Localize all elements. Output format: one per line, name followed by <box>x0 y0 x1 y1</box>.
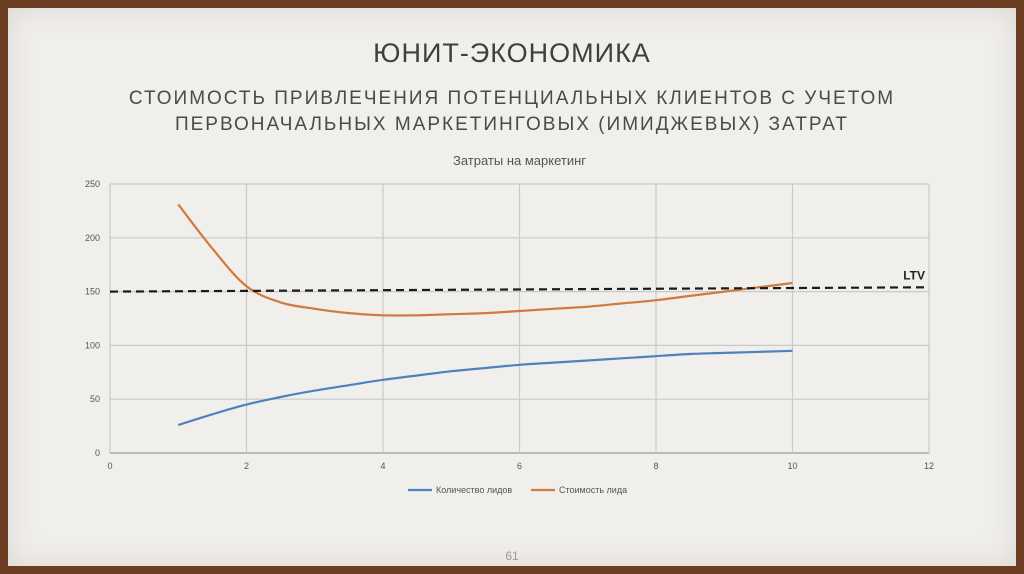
series-line-1 <box>177 349 793 427</box>
legend-label-2: Стоимость лида <box>559 485 627 495</box>
chart-title: Затраты на маркетинг <box>453 153 586 168</box>
x-tick-label: 0 <box>107 461 112 471</box>
y-tick-label: 100 <box>85 340 100 350</box>
y-tick-label: 250 <box>85 179 100 189</box>
slide-subtitle-line-1: СТОИМОСТЬ ПРИВЛЕЧЕНИЯ ПОТЕНЦИАЛЬНЫХ КЛИЕ… <box>128 88 896 109</box>
slide: ЮНИТ-ЭКОНОМИКА СТОИМОСТЬ ПРИВЛЕЧЕНИЯ ПОТ… <box>8 8 1016 566</box>
ltv-reference-line <box>109 286 930 293</box>
legend-label-1: Количество лидов <box>436 485 512 495</box>
y-tick-label: 50 <box>90 394 100 404</box>
y-tick-label: 150 <box>85 287 100 297</box>
y-tick-label: 200 <box>85 233 100 243</box>
slide-title: ЮНИТ-ЭКОНОМИКА <box>373 38 651 68</box>
y-tick-label: 0 <box>95 448 100 458</box>
x-tick-label: 12 <box>924 461 934 471</box>
x-tick-label: 6 <box>517 461 522 471</box>
page-number: 61 <box>505 549 519 563</box>
slide-subtitle: СТОИМОСТЬ ПРИВЛЕЧЕНИЯ ПОТЕНЦИАЛЬНЫХ КЛИЕ… <box>8 86 1016 138</box>
slide-subtitle-line-2: ПЕРВОНАЧАЛЬНЫХ МАРКЕТИНГОВЫХ (ИМИДЖЕВЫХ)… <box>174 114 850 135</box>
series-line-2 <box>177 203 793 317</box>
x-tick-label: 4 <box>380 461 385 471</box>
x-tick-label: 2 <box>244 461 249 471</box>
ltv-label: LTV <box>903 268 925 282</box>
x-tick-label: 10 <box>787 461 797 471</box>
x-tick-label: 8 <box>653 461 658 471</box>
